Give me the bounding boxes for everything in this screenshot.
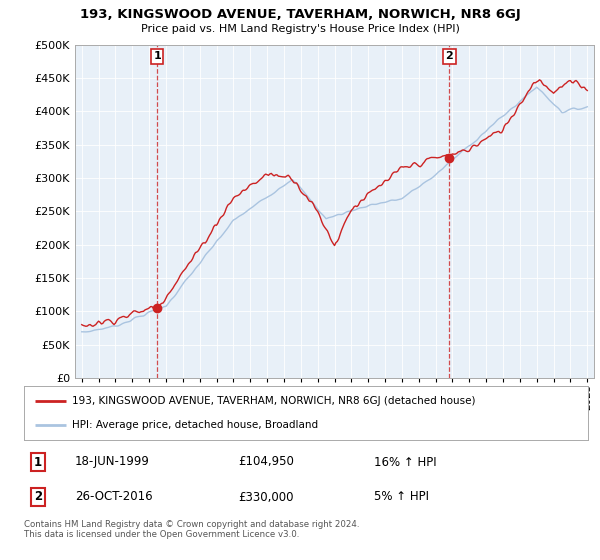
Text: 5% ↑ HPI: 5% ↑ HPI xyxy=(374,491,428,503)
Text: 1: 1 xyxy=(153,52,161,62)
Text: £104,950: £104,950 xyxy=(238,455,294,469)
Text: 193, KINGSWOOD AVENUE, TAVERHAM, NORWICH, NR8 6GJ: 193, KINGSWOOD AVENUE, TAVERHAM, NORWICH… xyxy=(80,8,520,21)
Text: 2: 2 xyxy=(34,491,42,503)
Text: 2: 2 xyxy=(446,52,453,62)
Text: 26-OCT-2016: 26-OCT-2016 xyxy=(75,491,152,503)
Text: Price paid vs. HM Land Registry's House Price Index (HPI): Price paid vs. HM Land Registry's House … xyxy=(140,24,460,34)
Text: 193, KINGSWOOD AVENUE, TAVERHAM, NORWICH, NR8 6GJ (detached house): 193, KINGSWOOD AVENUE, TAVERHAM, NORWICH… xyxy=(72,396,475,406)
Text: £330,000: £330,000 xyxy=(238,491,294,503)
Text: 16% ↑ HPI: 16% ↑ HPI xyxy=(374,455,436,469)
Text: HPI: Average price, detached house, Broadland: HPI: Average price, detached house, Broa… xyxy=(72,420,318,430)
Text: Contains HM Land Registry data © Crown copyright and database right 2024.
This d: Contains HM Land Registry data © Crown c… xyxy=(24,520,359,539)
Text: 18-JUN-1999: 18-JUN-1999 xyxy=(75,455,149,469)
Text: 1: 1 xyxy=(34,455,42,469)
